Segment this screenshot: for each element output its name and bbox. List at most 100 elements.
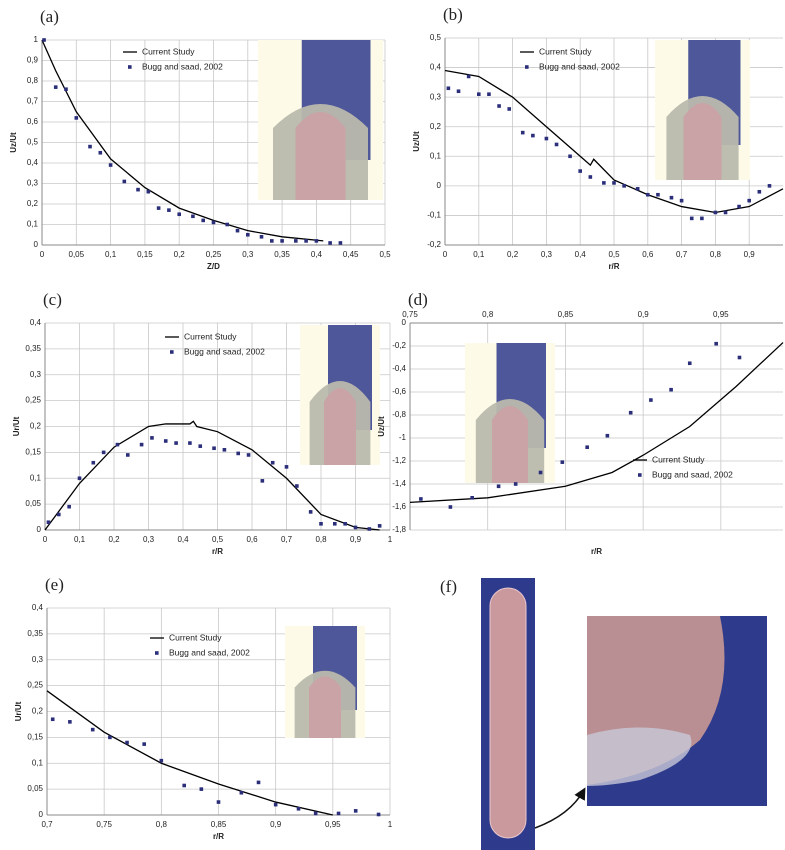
y-tick-label: 0,8 [27,76,39,85]
data-point [280,239,284,243]
x-axis-title: r/R [608,262,619,271]
x-tick-label: 0,7 [281,535,293,544]
legend-swatch [638,473,642,477]
y-tick-label: 0 [39,810,44,819]
y-axis-title: Ur/Ut [14,701,23,721]
y-tick-label: 0,2 [430,122,442,131]
y-tick-label: 0,4 [27,158,39,167]
legend-label: Bugg and saad, 2002 [142,61,223,71]
x-tick-label: 0,4 [177,535,189,544]
data-point [274,803,278,807]
x-axis-title: r/R [213,832,224,841]
data-point [271,461,275,465]
data-point [270,239,274,243]
y-tick-label: 0,25 [25,396,41,405]
y-tick-label: -1,6 [392,502,406,511]
y-axis-title: Uz/Ut [377,416,386,437]
legend-label: Current Study [652,454,705,464]
x-axis-title: r/R [591,547,602,556]
data-point [142,742,146,746]
data-point [337,812,341,816]
data-point [198,444,202,448]
data-point [768,184,772,188]
inset-core [296,112,346,200]
data-point [126,453,130,457]
data-point [51,717,55,721]
data-point [714,342,718,346]
legend-label: Bugg and saad, 2002 [184,346,265,356]
data-point [314,812,318,816]
data-point [354,526,358,530]
data-point [457,89,461,93]
data-point [125,741,129,745]
data-point [223,448,227,452]
data-point [378,524,382,528]
y-tick-label: -0,4 [392,364,406,373]
x-tick-label: 0,1 [74,535,86,544]
legend-label: Current Study [142,46,195,56]
x-tick-label: 0,2 [507,250,519,259]
legend-swatch [128,65,132,69]
data-point [247,453,251,457]
data-point [67,505,71,509]
data-point [724,211,728,215]
x-tick-label: 0 [40,250,45,259]
data-point [339,241,343,245]
data-point [88,145,92,149]
x-tick-label: 0,8 [710,250,722,259]
x-tick-label: 0,7 [676,250,688,259]
zoom-arrow [535,790,584,828]
data-point [285,465,289,469]
chart: (d)-1,8-1,6-1,4-1,2-1-0,8-0,6-0,4-0,200,… [377,290,783,556]
data-point [309,510,313,514]
y-tick-label: -0,8 [392,410,406,419]
data-point [136,188,140,192]
y-tick-label: 0,2 [32,707,44,716]
x-tick-label: 0,9 [270,820,282,829]
x-tick-label: 0,35 [274,250,290,259]
data-point [561,460,565,464]
y-tick-label: -0,1 [427,211,441,220]
y-tick-label: 0,1 [27,220,39,229]
data-point [191,215,195,219]
data-point [612,181,616,185]
y-tick-label: 0,1 [430,151,442,160]
data-point [160,759,164,763]
y-tick-label: 0,3 [30,370,42,379]
y-tick-label: 0,3 [32,655,44,664]
y-tick-label: 0,1 [30,473,42,482]
inset-image [258,40,383,200]
data-point [497,485,501,489]
figure: (f) (a)00,10,20,30,40,50,60,70,80,9100,0… [0,0,785,850]
data-point [78,476,82,480]
y-tick-label: 0,5 [430,33,442,42]
data-point [449,505,453,509]
x-tick-label: 0,9 [744,250,756,259]
y-tick-label: -1,2 [392,456,406,465]
data-point [319,522,323,526]
y-tick-label: 1 [34,35,39,44]
data-point [295,484,299,488]
data-point [646,193,650,197]
data-point [622,184,626,188]
y-tick-label: 0,4 [30,318,42,327]
data-point [470,496,474,500]
y-tick-label: 0,4 [430,63,442,72]
data-point [91,728,95,732]
x-tick-label: 0,95 [713,310,729,319]
inset-core [492,406,528,483]
x-tick-label: 0,85 [558,310,574,319]
legend-label: Bugg and saad, 2002 [539,61,620,71]
legend-swatch [170,350,174,354]
y-tick-label: 0,35 [27,629,43,638]
panel-label: (e) [45,575,64,594]
data-point [521,131,525,135]
y-tick-label: 0,15 [25,447,41,456]
x-tick-label: 0,8 [482,310,494,319]
inset-core [324,388,356,465]
data-point [585,445,589,449]
x-tick-label: 1 [388,535,393,544]
x-tick-label: 0 [43,535,48,544]
y-tick-label: 0 [34,240,39,249]
data-point [57,513,61,517]
